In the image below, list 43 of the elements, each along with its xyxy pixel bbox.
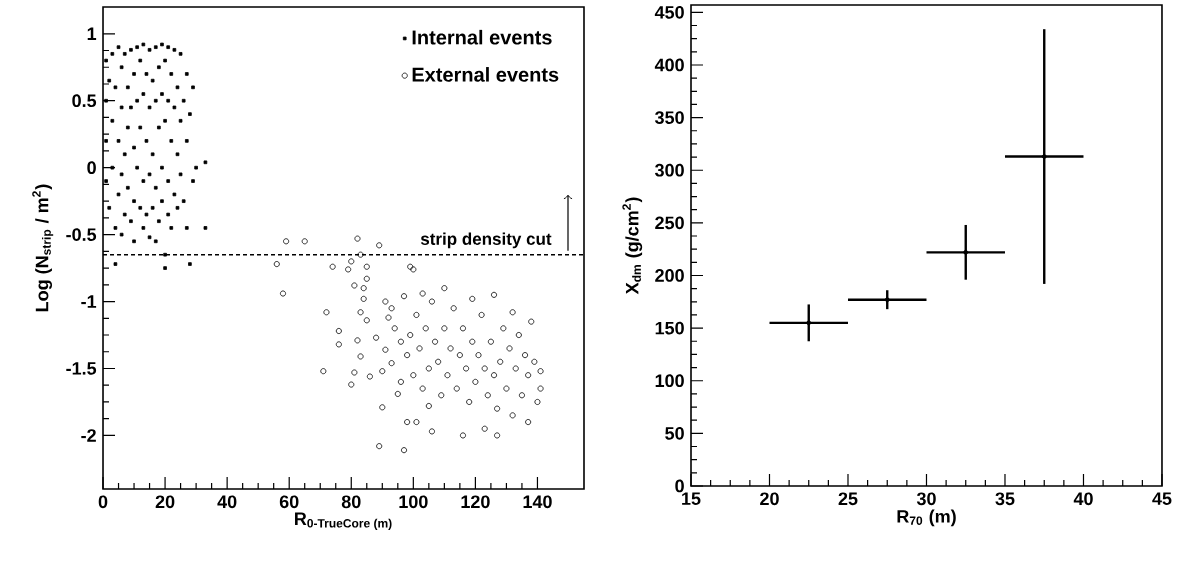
x-tick-label: 30 xyxy=(916,492,936,506)
y-tick-label: 1 xyxy=(87,27,97,40)
legend-label: Internal events xyxy=(412,29,552,45)
x-tick-label: 25 xyxy=(838,492,858,506)
x-axis-title: $\text{\bfseries R}_{\text{\bfseries 0-TrueCore (m)}}$ xyxy=(295,512,392,530)
point xyxy=(1041,154,1047,159)
x-tick-label: 20 xyxy=(155,495,175,509)
x-tick-label: 40 xyxy=(1073,492,1093,506)
point xyxy=(806,320,812,326)
y-tick-label: 50 xyxy=(665,426,684,440)
y-tick-label: -0.5 xyxy=(66,228,97,241)
y-tick-label: -1.5 xyxy=(66,362,97,375)
x-tick-label: 45 xyxy=(1152,492,1172,505)
x-tick-label: 15 xyxy=(682,492,701,505)
x-tick-label: 40 xyxy=(217,495,237,509)
y-tick-label: -1 xyxy=(81,295,97,308)
point xyxy=(963,249,969,255)
x-tick-label: 140 xyxy=(523,495,552,509)
y-tick-label: 100 xyxy=(655,374,684,388)
y-tick-label: 300 xyxy=(654,163,684,177)
y-tick-label: 250 xyxy=(655,216,684,230)
y-tick-label: 0.5 xyxy=(72,94,97,108)
legend-label: External events xyxy=(412,67,559,82)
y-tick-label: 0 xyxy=(675,479,684,493)
x-tick-label: 20 xyxy=(760,492,779,506)
ref-line-label: strip density cut xyxy=(420,232,552,249)
y-tick-label: 0 xyxy=(87,161,96,175)
x-axis-title: R$_{70}$ (m) xyxy=(897,509,956,527)
y-tick-label: 200 xyxy=(655,269,684,282)
x-tick-label: 100 xyxy=(399,495,428,509)
x-tick-label: 0 xyxy=(98,495,108,509)
y-axis-title: X$_{dm}$ (g/cm$^{2}$) xyxy=(622,197,643,295)
y-tick-label: -2 xyxy=(81,429,96,442)
y-tick-label: 350 xyxy=(654,111,684,124)
x-tick-label: 80 xyxy=(341,495,361,509)
y-tick-label: 400 xyxy=(654,58,684,72)
y-axis-title: Log (N$_{strip}$ / m$^{2}$) xyxy=(32,184,54,312)
x-tick-label: 35 xyxy=(995,492,1015,506)
y-tick-label: 150 xyxy=(655,321,684,335)
y-tick-label: 450 xyxy=(654,5,684,19)
x-tick-label: 120 xyxy=(461,495,490,509)
point xyxy=(884,297,890,303)
x-tick-label: 60 xyxy=(279,495,299,509)
